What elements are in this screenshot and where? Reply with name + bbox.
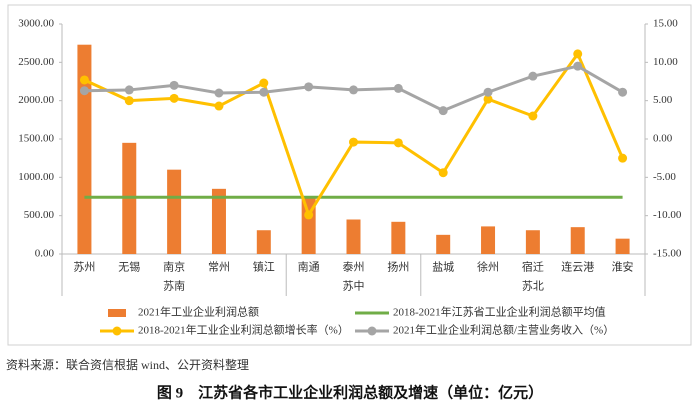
y-tick-label: 500.00: [24, 209, 55, 221]
point: [79, 75, 89, 85]
point: [259, 78, 269, 88]
y-tick-label: 2500.00: [18, 56, 54, 68]
y2-tick-label: -15.00: [653, 248, 682, 260]
group-label: 苏北: [522, 280, 544, 293]
source-note: 资料来源：联合资信根据 wind、公开资料整理: [6, 357, 249, 372]
y-tick-label: 3000.00: [18, 18, 54, 30]
y2-tick-label: 15.00: [653, 18, 678, 30]
y-tick-label: 1500.00: [18, 133, 54, 145]
legend-label: 2018-2021年工业企业利润总额增长率（%）: [138, 323, 349, 337]
bar: [615, 238, 630, 254]
y-tick-label: 0.00: [35, 248, 55, 260]
point: [124, 85, 134, 95]
point: [618, 153, 628, 163]
bar: [481, 226, 496, 254]
bar: [391, 221, 406, 254]
x-tick-label: 泰州: [343, 260, 365, 274]
point: [214, 101, 224, 111]
point: [528, 111, 538, 121]
point: [483, 94, 493, 104]
x-tick-label: 镇江: [253, 260, 275, 274]
point: [259, 87, 269, 97]
x-tick-label: 徐州: [477, 260, 499, 274]
caption: 图 9 江苏省各市工业企业利润总额及增速（单位：亿元）: [157, 383, 543, 401]
legend-label: 2021年工业企业利润总额: [138, 305, 259, 319]
point: [214, 88, 224, 98]
y2-tick-label: 0.00: [653, 133, 673, 145]
point: [573, 49, 583, 59]
point: [304, 82, 314, 92]
point: [438, 106, 448, 116]
x-tick-label: 南通: [298, 261, 320, 274]
line: [83, 50, 624, 219]
y2-tick-label: -5.00: [653, 171, 676, 183]
x-tick-label: 苏州: [73, 261, 95, 274]
bar: [167, 169, 182, 254]
bar: [436, 234, 451, 254]
point: [528, 71, 538, 81]
point: [124, 96, 134, 106]
x-tick-label: 无锡: [118, 260, 140, 274]
legend-marker: [112, 326, 122, 336]
y2-tick-label: 10.00: [653, 56, 678, 68]
point: [79, 86, 89, 96]
point: [483, 87, 493, 97]
y-tick-label: 1000.00: [18, 171, 54, 183]
point: [438, 168, 448, 178]
x-tick-label: 盐城: [432, 261, 454, 274]
x-tick-label: 常州: [208, 261, 230, 274]
y2-tick-label: 5.00: [653, 94, 673, 106]
point: [169, 80, 179, 90]
point: [573, 61, 583, 71]
bar: [77, 44, 92, 255]
point: [393, 138, 403, 148]
legend-label: 2018-2021年江苏省工业企业利润总额平均值: [393, 305, 606, 319]
point: [618, 87, 628, 97]
point: [169, 93, 179, 103]
x-tick-label: 南京: [163, 260, 185, 274]
point: [393, 83, 403, 93]
group-label: 苏中: [343, 280, 365, 293]
bar: [256, 230, 271, 254]
point: [349, 137, 358, 147]
x-tick-label: 连云港: [561, 261, 594, 274]
bar: [346, 219, 361, 254]
bar: [570, 227, 585, 254]
group-label: 苏南: [163, 280, 185, 293]
bar: [525, 230, 540, 254]
x-tick-label: 扬州: [387, 260, 409, 274]
legend-label: 2021年工业企业利润总额/主营业务收入（%）: [393, 323, 614, 337]
x-tick-label: 宿迁: [522, 260, 544, 274]
point: [349, 85, 358, 95]
legend-marker: [367, 326, 377, 336]
legend-swatch: [108, 309, 126, 317]
chart-frame: [7, 4, 692, 346]
y2-tick-label: -10.00: [653, 209, 682, 221]
bar: [211, 188, 226, 254]
y-tick-label: 2000.00: [18, 94, 54, 106]
x-tick-label: 淮安: [612, 260, 634, 274]
point: [304, 210, 314, 220]
